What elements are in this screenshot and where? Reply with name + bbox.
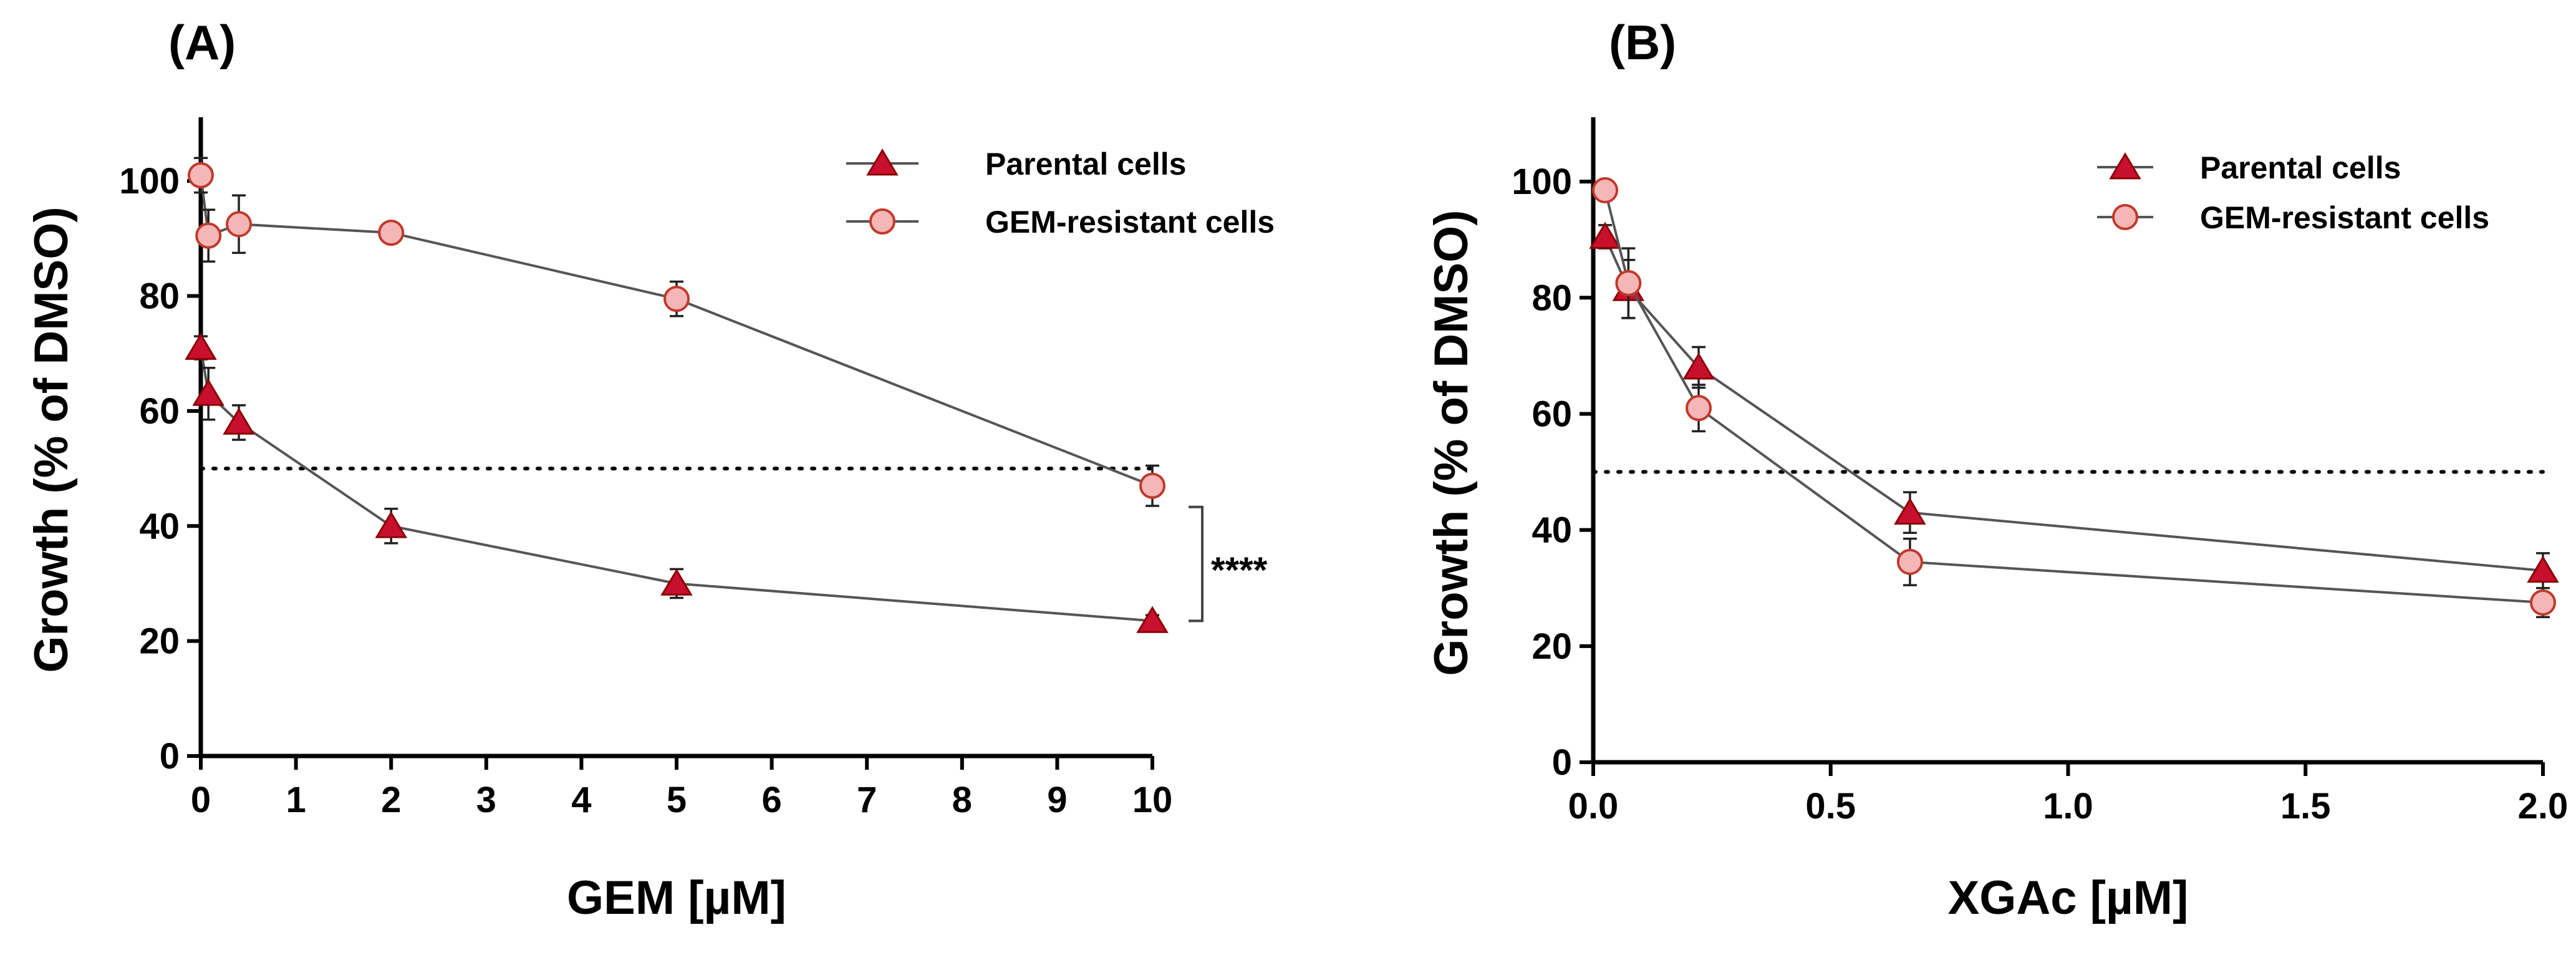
- chart-a-legend-marker: [866, 148, 899, 176]
- chart-a-significance-bracket: [1189, 505, 1204, 623]
- chart-b-y-tick-label: 40: [1532, 510, 1572, 551]
- chart-a-significance-label: ****: [1211, 550, 1268, 591]
- chart-b-legend-item: Parental cells: [2097, 150, 2401, 185]
- chart-a-legend-marker: [869, 208, 895, 235]
- chart-b-y-tick-label: 0: [1552, 742, 1572, 783]
- chart-b-series-parental: [1589, 221, 2559, 589]
- chart-b-legend-marker: [2112, 204, 2138, 230]
- chart-a-y-tick-label: 40: [139, 506, 180, 546]
- chart-a-legend-label: GEM-resistant cells: [985, 205, 1275, 240]
- chart-a-series-parental-point: [375, 511, 407, 538]
- chart-a-y-tick-label: 60: [139, 391, 180, 432]
- chart-b-legend-label: Parental cells: [2200, 150, 2401, 185]
- chart-b-legend-marker: [2109, 152, 2141, 180]
- chart-b-x-tick-label: 1.0: [2043, 786, 2093, 827]
- chart-a-series-parental-point: [223, 407, 255, 435]
- chart-a-series-parental-point: [185, 332, 217, 360]
- chart-a-x-tick-label: 8: [952, 780, 972, 820]
- chart-b-series-gem-resistant-point: [1615, 270, 1642, 296]
- chart-b-series-parental-line: [1604, 236, 2544, 572]
- chart-a-series-gem-resistant-point: [188, 162, 214, 188]
- chart-a-x-tick-label: 7: [857, 780, 877, 820]
- chart-b-series-parental-point: [2527, 555, 2559, 583]
- chart-b-series-gem-resistant-point: [1592, 177, 1619, 204]
- chart-b-y-axis-title: Growth (% of DMSO): [1425, 210, 1478, 676]
- chart-a-y-tick-label: 0: [160, 736, 180, 777]
- chart-a-series-gem-resistant-point: [226, 211, 253, 238]
- chart-a-x-tick-label: 9: [1047, 780, 1067, 820]
- chart-a-y-tick-label: 100: [119, 161, 180, 201]
- chart-b-x-tick-label: 1.5: [2280, 786, 2331, 827]
- chart-b-series-gem-resistant: [1592, 177, 2556, 619]
- chart-a-series-gem-resistant-point: [663, 286, 690, 313]
- chart-b-x-axis-title: XGAc [µM]: [1948, 871, 2189, 924]
- chart-a-series-parental-point: [660, 568, 693, 596]
- chart-a-legend-label: Parental cells: [985, 147, 1186, 182]
- chart-b: (B) 0 20 40 60 80 100 0.0 0.5 1.0 1.5 2.0 XGAc [µM] G…: [1425, 15, 2568, 924]
- chart-b-series-gem-resistant-point: [1686, 395, 1712, 422]
- chart-a-x-tick-label: 2: [381, 780, 401, 820]
- chart-a-series-gem-resistant-point: [195, 222, 222, 249]
- chart-a-series-parental-point: [1136, 606, 1169, 633]
- chart-b-series-parental-point: [1682, 352, 1715, 380]
- chart-b-series-gem-resistant-line: [1604, 190, 2544, 604]
- chart-b-legend-label: GEM-resistant cells: [2200, 200, 2489, 235]
- chart-b-y-tick-label: 60: [1532, 394, 1572, 434]
- chart-a-series-gem-resistant: [188, 157, 1165, 507]
- chart-a-panel-label: (A): [168, 15, 236, 70]
- chart-a-x-tick-label: 3: [476, 780, 496, 820]
- chart-b-x-tick-label: 0.0: [1568, 786, 1619, 827]
- chart-a-y-axis-title: Growth (% of DMSO): [25, 206, 78, 672]
- chart-a-series-parental: [185, 332, 1169, 633]
- chart-a-x-tick-label: 5: [667, 780, 687, 820]
- chart-b-y-tick-label: 100: [1512, 162, 1572, 202]
- chart-b-y-tick-label: 80: [1532, 278, 1572, 318]
- chart-b-y-tick-label: 20: [1532, 626, 1572, 667]
- chart-a-x-tick-label: 1: [286, 780, 306, 820]
- chart-b-panel-label: (B): [1609, 15, 1676, 70]
- chart-a: (A) 0 20 40 60 80 100 0 1 2 3 4 5 6 7 8 9 10 GEM [µM] Growt…: [25, 15, 1275, 924]
- chart-a-x-tick-label: 10: [1132, 780, 1173, 820]
- chart-a-x-axis-title: GEM [µM]: [567, 871, 786, 924]
- chart-b-series-gem-resistant-point: [2530, 589, 2556, 616]
- chart-b-series-parental-point: [1589, 221, 1621, 249]
- chart-a-x-tick-label: 0: [191, 780, 211, 820]
- chart-b-x-tick-label: 2.0: [2518, 786, 2569, 827]
- chart-a-x-tick-label: 4: [571, 780, 591, 820]
- chart-a-y-tick-label: 80: [139, 276, 180, 317]
- chart-b-x-tick-label: 0.5: [1805, 786, 1856, 827]
- chart-a-x-tick-label: 6: [761, 780, 781, 820]
- chart-a-series-gem-resistant-point: [378, 220, 405, 246]
- chart-b-series-parental-point: [1894, 497, 1926, 525]
- chart-a-y-tick-label: 20: [139, 621, 180, 662]
- chart-a-series-gem-resistant-point: [1139, 472, 1165, 499]
- chart-a-series-parental-point: [192, 379, 224, 406]
- chart-a-legend-item: GEM-resistant cells: [846, 205, 1275, 240]
- chart-a-legend-item: Parental cells: [846, 147, 1186, 182]
- chart-b-series-gem-resistant-point: [1896, 548, 1923, 575]
- chart-b-legend-item: GEM-resistant cells: [2097, 200, 2489, 235]
